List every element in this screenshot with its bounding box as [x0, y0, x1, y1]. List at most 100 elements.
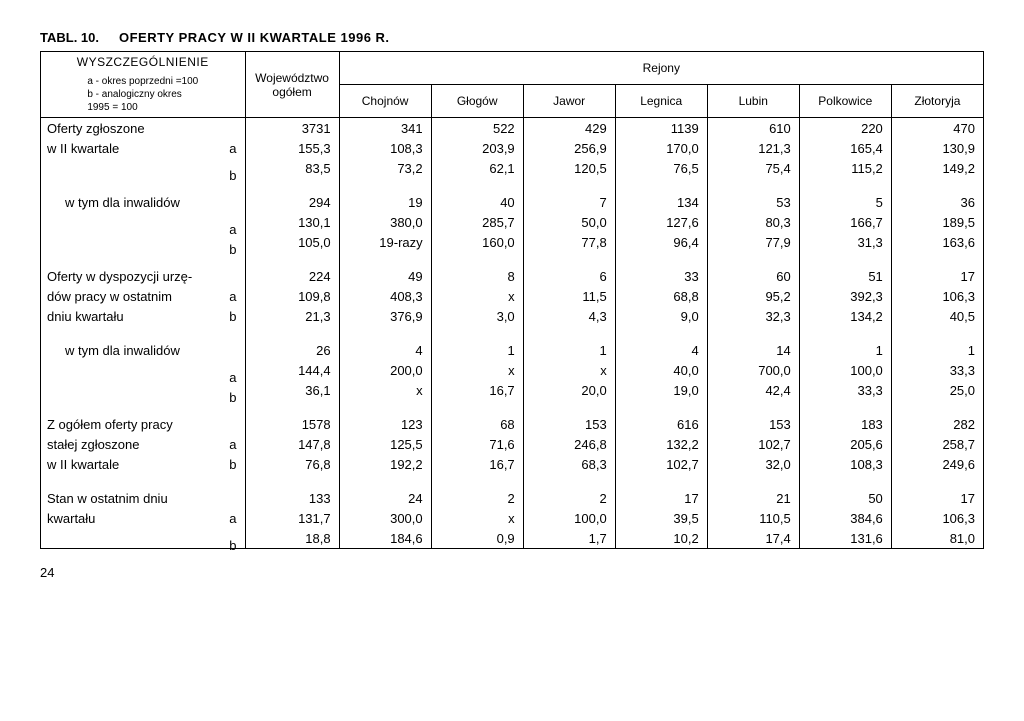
data-cell: 123 — [339, 414, 431, 434]
table-row: kwartałua131,7300,0x100,039,5110,5384,61… — [41, 508, 984, 528]
data-cell: 170,0 — [615, 138, 707, 158]
data-cell: 39,5 — [615, 508, 707, 528]
data-cell: 1 — [799, 340, 891, 360]
data-cell: 2 — [523, 488, 615, 508]
data-cell: 76,5 — [615, 158, 707, 178]
table-row — [41, 178, 984, 192]
data-cell: x — [431, 508, 523, 528]
table-row: b36,1x16,720,019,042,433,325,0 — [41, 380, 984, 400]
data-cell: 96,4 — [615, 232, 707, 252]
data-cell: 9,0 — [615, 306, 707, 326]
data-cell: 4 — [615, 340, 707, 360]
data-cell: 700,0 — [707, 360, 799, 380]
data-cell: 470 — [891, 118, 983, 139]
header-col: Jawor — [523, 85, 615, 118]
data-cell: 16,7 — [431, 454, 523, 474]
header-wojewodztwo: Województwo ogółem — [245, 52, 339, 118]
row-label: w II kwartaleb — [41, 454, 246, 474]
data-cell: 163,6 — [891, 232, 983, 252]
row-label: Oferty w dyspozycji urzę- — [41, 266, 246, 286]
data-cell: 189,5 — [891, 212, 983, 232]
data-cell: 106,3 — [891, 508, 983, 528]
data-cell: 131,7 — [245, 508, 339, 528]
data-cell: 18,8 — [245, 528, 339, 549]
data-cell: 50 — [799, 488, 891, 508]
row-label: Z ogółem oferty pracy — [41, 414, 246, 434]
data-cell: 109,8 — [245, 286, 339, 306]
data-cell: 376,9 — [339, 306, 431, 326]
row-label: Oferty zgłoszone — [41, 118, 246, 139]
data-cell: 144,4 — [245, 360, 339, 380]
data-cell: 2 — [431, 488, 523, 508]
data-cell: 17,4 — [707, 528, 799, 549]
data-cell: 4 — [339, 340, 431, 360]
header-col: Polkowice — [799, 85, 891, 118]
row-label: w tym dla inwalidów — [41, 340, 246, 360]
data-cell: 160,0 — [431, 232, 523, 252]
data-cell: 100,0 — [799, 360, 891, 380]
data-cell: 258,7 — [891, 434, 983, 454]
data-cell: 200,0 — [339, 360, 431, 380]
data-cell: 131,6 — [799, 528, 891, 549]
table-row: Stan w ostatnim dniu133242217215017 — [41, 488, 984, 508]
data-cell: 224 — [245, 266, 339, 286]
data-cell: 19,0 — [615, 380, 707, 400]
data-cell: 62,1 — [431, 158, 523, 178]
header-col: Chojnów — [339, 85, 431, 118]
row-label: dów pracy w ostatnima — [41, 286, 246, 306]
table-row: b18,8184,60,91,710,217,4131,681,0 — [41, 528, 984, 549]
data-cell: 31,3 — [799, 232, 891, 252]
data-cell: 149,2 — [891, 158, 983, 178]
data-cell: 155,3 — [245, 138, 339, 158]
header-col: Lubin — [707, 85, 799, 118]
data-cell: 102,7 — [707, 434, 799, 454]
data-cell: 53 — [707, 192, 799, 212]
data-cell: x — [431, 360, 523, 380]
data-cell: 42,4 — [707, 380, 799, 400]
data-cell: 153 — [523, 414, 615, 434]
data-cell: 108,3 — [799, 454, 891, 474]
data-cell: 19 — [339, 192, 431, 212]
data-cell: 285,7 — [431, 212, 523, 232]
data-cell: 17 — [615, 488, 707, 508]
data-cell: 121,3 — [707, 138, 799, 158]
data-cell: 20,0 — [523, 380, 615, 400]
data-cell: 384,6 — [799, 508, 891, 528]
data-cell: 11,5 — [523, 286, 615, 306]
data-cell: 33,3 — [799, 380, 891, 400]
data-cell: 616 — [615, 414, 707, 434]
row-label: b — [41, 528, 246, 549]
table-row: Oferty zgłoszone373134152242911396102204… — [41, 118, 984, 139]
data-cell: 249,6 — [891, 454, 983, 474]
data-cell: 60 — [707, 266, 799, 286]
table-row — [41, 474, 984, 488]
data-cell: 77,8 — [523, 232, 615, 252]
row-label: dniu kwartałub — [41, 306, 246, 326]
data-cell: 115,2 — [799, 158, 891, 178]
data-cell: 300,0 — [339, 508, 431, 528]
data-cell: 134 — [615, 192, 707, 212]
data-cell: 100,0 — [523, 508, 615, 528]
row-label: b — [41, 232, 246, 252]
table-row: Z ogółem oferty pracy1578123681536161531… — [41, 414, 984, 434]
data-cell: 17 — [891, 488, 983, 508]
data-cell: x — [431, 286, 523, 306]
data-cell: 120,5 — [523, 158, 615, 178]
data-cell: 183 — [799, 414, 891, 434]
data-cell: 1,7 — [523, 528, 615, 549]
data-cell: 522 — [431, 118, 523, 139]
data-cell: 106,3 — [891, 286, 983, 306]
data-cell: 3,0 — [431, 306, 523, 326]
table-row — [41, 326, 984, 340]
data-cell: 33,3 — [891, 360, 983, 380]
data-cell: 127,6 — [615, 212, 707, 232]
data-cell: 24 — [339, 488, 431, 508]
data-cell: 246,8 — [523, 434, 615, 454]
data-cell: 95,2 — [707, 286, 799, 306]
data-cell: 153 — [707, 414, 799, 434]
data-cell: 1139 — [615, 118, 707, 139]
data-cell: 6 — [523, 266, 615, 286]
data-cell: 40,0 — [615, 360, 707, 380]
data-cell: 14 — [707, 340, 799, 360]
table-row: w tym dla inwalidów2641141411 — [41, 340, 984, 360]
